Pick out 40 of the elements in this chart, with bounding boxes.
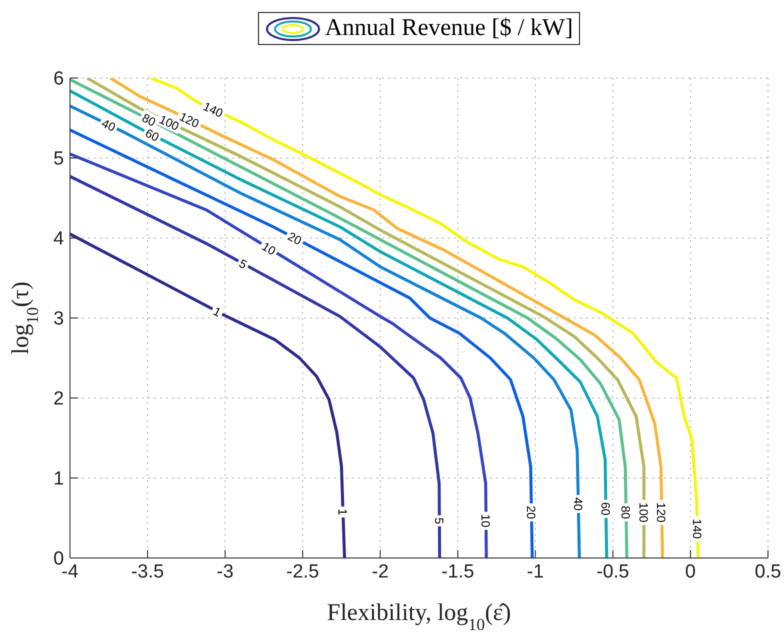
text: 120 [654, 502, 668, 523]
x-tick-label: -3 [216, 561, 234, 582]
text: 1 [335, 508, 350, 516]
x-tick-label: -1 [526, 561, 544, 582]
x-tick-label: -3.5 [131, 561, 164, 582]
text: 60 [143, 126, 162, 144]
text: 100 [157, 112, 182, 134]
text: 5 [236, 256, 250, 272]
text: 40 [99, 116, 118, 134]
text: 20 [524, 506, 538, 520]
text: 80 [140, 110, 158, 130]
x-tick-label: -4 [62, 561, 79, 582]
x-tick-label: 0 [685, 561, 696, 582]
x-axis-title: Flexibility, log$_{10}$(ε̂) [327, 600, 511, 634]
line-series [70, 174, 442, 558]
y-tick-label: 4 [53, 228, 64, 250]
x-tick-label: -2 [372, 561, 389, 582]
text: 40 [570, 497, 585, 511]
legend-title: Annual Revenue [$ / kW] [325, 15, 573, 42]
text: 20 [286, 229, 304, 248]
y-tick-label: 6 [53, 68, 64, 90]
x-tick-label: -0.5 [596, 561, 630, 582]
text: 60 [598, 502, 612, 516]
y-tick-label: 5 [53, 148, 64, 170]
text: 120 [177, 110, 202, 131]
text: 80 [618, 506, 633, 520]
x-tick-label: -1.5 [441, 561, 474, 582]
text: 5 [432, 517, 446, 524]
y-tick-label: 3 [53, 308, 64, 330]
text: 140 [201, 99, 226, 120]
text: 1 [210, 304, 224, 320]
x-tick-label: -2.5 [286, 561, 320, 582]
text: 10 [259, 239, 278, 258]
x-tick-label: 0.5 [754, 561, 782, 582]
text: 140 [690, 518, 704, 540]
text: 100 [636, 502, 650, 522]
y-tick-label: 2 [53, 388, 64, 410]
text: 10 [478, 514, 493, 528]
y-tick-label: 1 [53, 468, 64, 490]
line-series [70, 232, 346, 558]
